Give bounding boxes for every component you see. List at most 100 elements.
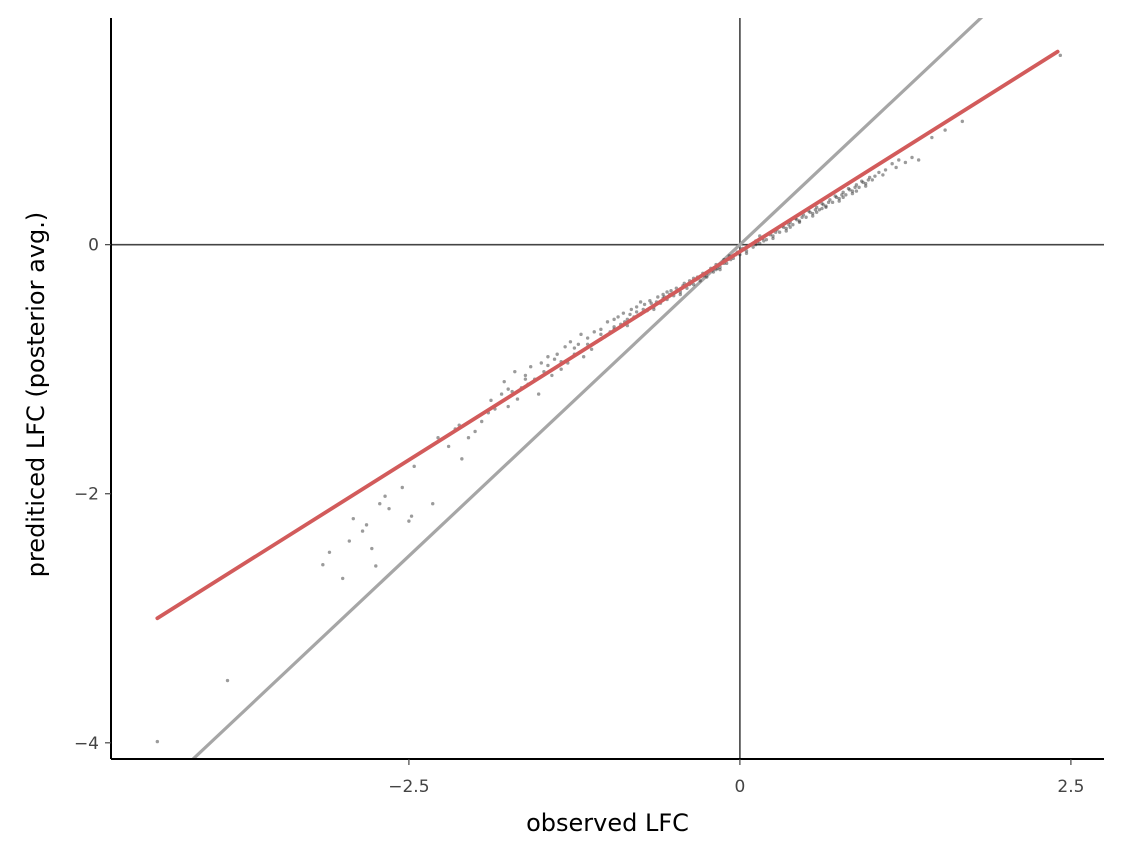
data-point <box>572 346 577 350</box>
data-point <box>400 485 404 490</box>
data-point <box>890 162 894 166</box>
data-point <box>826 200 831 205</box>
data-point <box>652 307 656 312</box>
data-point <box>820 206 824 211</box>
data-point <box>529 365 533 369</box>
data-point <box>943 128 947 132</box>
data-point <box>791 223 795 227</box>
data-point <box>412 464 416 469</box>
data-point <box>629 307 634 312</box>
data-point <box>489 398 493 403</box>
data-point <box>656 295 660 299</box>
data-point <box>539 361 543 365</box>
data-point <box>634 310 639 314</box>
data-point <box>374 564 378 568</box>
data-point <box>850 189 855 193</box>
data-point <box>960 119 965 124</box>
data-point <box>784 226 788 231</box>
data-point <box>506 387 510 391</box>
data-point <box>811 211 815 216</box>
data-point <box>808 210 812 214</box>
data-point <box>473 429 477 434</box>
reference-lines <box>111 18 1104 759</box>
data-point <box>824 205 828 209</box>
data-point <box>480 419 484 424</box>
data-point <box>589 347 594 351</box>
data-point <box>628 312 632 317</box>
data-point <box>552 357 557 361</box>
x-tick-label: 2.5 <box>1057 777 1084 797</box>
data-point <box>347 539 352 543</box>
data-point <box>691 282 696 287</box>
data-point <box>698 279 702 283</box>
data-point <box>894 165 898 170</box>
data-point <box>877 170 881 175</box>
data-point <box>817 208 822 212</box>
data-point <box>771 236 775 241</box>
data-point <box>811 214 815 218</box>
data-point <box>930 135 934 140</box>
x-axis-title: observed LFC <box>526 809 689 837</box>
data-point <box>903 160 908 165</box>
y-tick-label: −4 <box>74 734 99 754</box>
data-point <box>873 174 877 178</box>
data-point <box>466 435 471 440</box>
data-point <box>863 184 868 188</box>
data-point <box>848 188 852 192</box>
data-point <box>155 739 160 744</box>
data-point <box>762 239 766 243</box>
data-point <box>916 158 921 162</box>
data-point <box>581 355 586 359</box>
data-point <box>751 245 755 249</box>
data-point <box>378 501 382 506</box>
data-point <box>579 332 583 337</box>
data-point <box>550 373 554 378</box>
data-point <box>599 332 603 337</box>
regression-fit-line <box>155 49 1060 621</box>
data-point <box>364 523 369 527</box>
data-point <box>383 494 387 498</box>
y-tick-label: −2 <box>74 485 99 505</box>
data-point <box>857 185 861 190</box>
data-point <box>599 327 603 332</box>
data-point <box>559 367 563 371</box>
data-point <box>387 506 391 511</box>
data-point <box>661 292 665 297</box>
data-point <box>649 301 653 305</box>
data-point <box>840 193 844 197</box>
data-point <box>515 397 520 401</box>
data-point <box>841 190 845 195</box>
data-point <box>784 229 788 233</box>
data-point <box>846 186 851 191</box>
data-point <box>797 220 802 224</box>
data-point <box>854 189 859 193</box>
data-point <box>634 305 639 309</box>
data-point <box>523 377 528 381</box>
fit-lines <box>155 49 1060 621</box>
data-point <box>844 193 848 197</box>
data-point <box>669 289 673 293</box>
data-point <box>555 352 559 356</box>
data-point <box>523 373 528 378</box>
data-point <box>861 180 865 185</box>
data-point <box>321 563 325 567</box>
data-point <box>777 230 782 234</box>
data-point <box>648 299 652 303</box>
data-point <box>621 311 626 315</box>
data-point <box>824 204 828 208</box>
data-point <box>225 678 230 683</box>
data-point <box>764 237 769 242</box>
data-point <box>499 392 504 396</box>
y-axis-title: prediticed LFC (posterior avg.) <box>22 212 50 578</box>
data-point <box>787 223 791 227</box>
data-point <box>1058 53 1063 58</box>
x-tick-label: −2.5 <box>388 777 429 797</box>
data-point <box>585 336 590 340</box>
data-point <box>821 203 826 207</box>
data-point <box>612 325 616 329</box>
data-point <box>592 330 596 334</box>
identity-line <box>190 18 984 759</box>
data-point <box>446 444 451 449</box>
data-point <box>568 340 573 344</box>
data-point <box>866 178 871 182</box>
